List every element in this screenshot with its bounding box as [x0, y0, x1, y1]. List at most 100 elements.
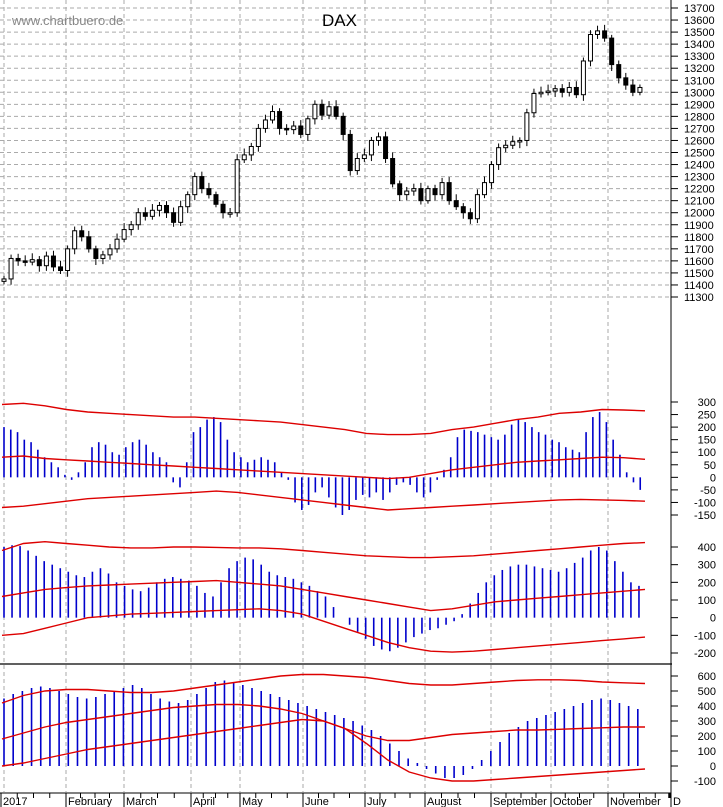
candle: [630, 84, 636, 93]
lower-band: [1, 490, 646, 511]
oscillator-tick-label: -200: [694, 648, 716, 660]
candle: [171, 212, 177, 223]
candle: [481, 182, 487, 196]
price-tick-label: 13200: [684, 63, 715, 75]
candle: [22, 260, 28, 263]
candle: [135, 212, 141, 226]
price-tick-label: 12600: [684, 135, 715, 147]
candle: [573, 86, 579, 96]
candle: [517, 139, 523, 143]
candle: [503, 144, 509, 149]
oscillator-tick-label: 300: [698, 716, 716, 728]
candle: [128, 224, 134, 231]
candle: [58, 266, 64, 272]
candle: [559, 88, 565, 93]
candle: [361, 154, 367, 160]
oscillator-tick-label: 250: [698, 410, 716, 422]
price-tick-label: 12200: [684, 184, 715, 196]
candle: [595, 30, 601, 35]
candle: [411, 188, 417, 192]
price-tick-label: 13400: [684, 39, 715, 51]
candle: [206, 188, 212, 196]
oscillator-panel-1: [1, 402, 646, 515]
oscillator-tick-label: 150: [698, 435, 716, 447]
candle: [255, 127, 261, 147]
candle: [425, 188, 431, 202]
candle: [15, 257, 21, 262]
candle: [375, 136, 381, 141]
candle: [319, 103, 325, 116]
candle: [291, 125, 297, 131]
price-candles: [1, 24, 643, 285]
price-tick-label: 13100: [684, 75, 715, 87]
month-label: February: [68, 796, 113, 807]
candle: [298, 125, 304, 135]
candle: [340, 115, 346, 135]
price-tick-label: 11900: [684, 220, 714, 232]
price-tick-label: 12900: [684, 99, 715, 111]
price-tick-label: 12800: [684, 111, 715, 123]
oscillator-tick-label: 500: [698, 686, 716, 698]
price-tick-label: 13600: [684, 15, 715, 27]
candle: [65, 248, 71, 272]
candle: [354, 158, 360, 172]
mid-band: [1, 455, 646, 480]
price-tick-label: 12000: [684, 208, 715, 220]
candle: [460, 206, 466, 214]
price-tick-label: 13500: [684, 27, 715, 39]
candle: [439, 182, 445, 196]
oscillator-tick-label: 0: [710, 472, 716, 484]
oscillator-tick-label: 600: [698, 671, 716, 683]
oscillator-panel-3: [1, 673, 646, 782]
candle: [199, 176, 205, 190]
price-tick-label: 13000: [684, 87, 715, 99]
chart-title: DAX: [322, 11, 357, 30]
oscillator-tick-label: 50: [704, 460, 716, 472]
oscillator-tick-label: 200: [698, 577, 716, 589]
candle: [8, 257, 14, 280]
candle: [368, 139, 374, 156]
month-label: May: [242, 796, 263, 807]
candle: [637, 86, 643, 93]
month-label: October: [553, 796, 592, 807]
lower-band: [1, 608, 646, 653]
oscillator-tick-label: 400: [698, 701, 716, 713]
upper-band: [1, 402, 646, 436]
candle: [312, 103, 318, 120]
candle: [347, 133, 353, 172]
candle: [86, 236, 92, 250]
price-tick-label: 13300: [684, 51, 715, 63]
candle: [241, 154, 247, 161]
candle: [489, 164, 495, 184]
price-tick-label: 12100: [684, 196, 715, 208]
oscillator-tick-label: 200: [698, 731, 716, 743]
oscillator-tick-label: -100: [694, 630, 716, 642]
candle: [580, 60, 586, 96]
watermark: www.chartbuero.de: [11, 13, 123, 28]
candle: [270, 111, 276, 121]
candle: [531, 92, 537, 114]
candle: [36, 259, 42, 267]
price-tick-label: 11600: [684, 256, 714, 268]
oscillator-tick-label: 300: [698, 397, 716, 409]
price-tick-label: 12400: [684, 160, 715, 172]
oscillator-tick-label: -100: [694, 497, 716, 509]
candle: [545, 90, 551, 94]
price-tick-label: 11500: [684, 268, 714, 280]
month-label: November: [610, 796, 661, 807]
price-tick-label: 11300: [684, 292, 714, 304]
month-label: April: [193, 796, 215, 807]
oscillator-tick-label: 400: [698, 542, 716, 554]
candle: [156, 204, 162, 211]
candle: [1, 278, 7, 282]
candle: [474, 194, 480, 220]
candle: [220, 203, 226, 214]
candle: [602, 30, 608, 39]
oscillator-tick-label: 100: [698, 447, 716, 459]
candle: [149, 209, 155, 217]
candle: [467, 212, 473, 220]
oscillator-tick-label: 0: [710, 613, 716, 625]
month-label: D: [673, 796, 681, 807]
price-tick-label: 11800: [684, 232, 714, 244]
